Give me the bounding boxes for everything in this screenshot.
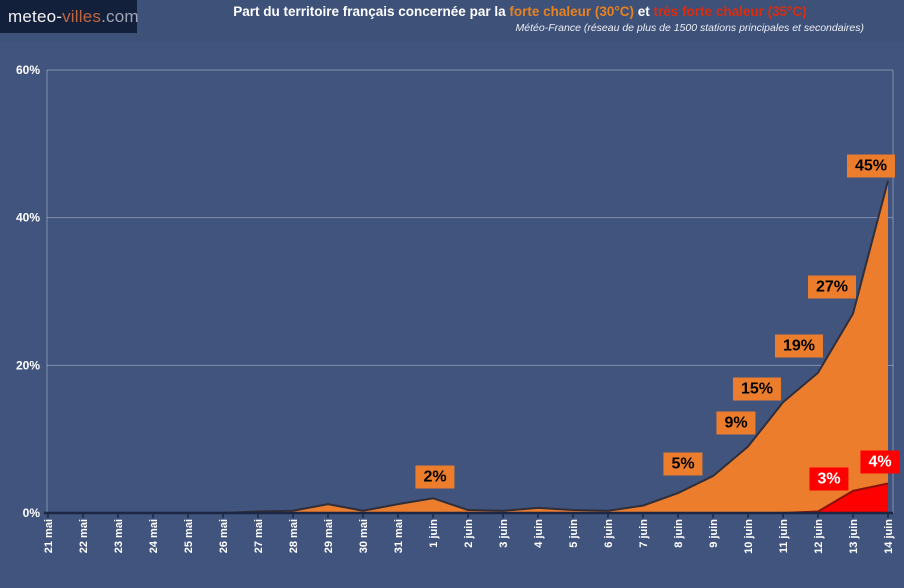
x-axis-label-11-juin: 11 juin — [778, 519, 790, 554]
x-axis-label-29-mai: 29 mai — [323, 519, 335, 553]
logo-text-meteo: meteo- — [8, 6, 63, 26]
data-label-13-juin-3pct: 3% — [809, 467, 849, 491]
x-axis-label-2-juin: 2 juin — [463, 519, 475, 548]
data-label-10-juin-9pct: 9% — [716, 411, 756, 435]
x-axis-label-10-juin: 10 juin — [743, 519, 755, 554]
title-forte-chaleur: forte chaleur (30°C) — [509, 4, 635, 19]
x-axis-label-4-juin: 4 juin — [533, 519, 545, 548]
y-axis-label-0%: 0% — [23, 506, 41, 520]
x-axis-label-8-juin: 8 juin — [673, 519, 685, 548]
x-axis-label-13-juin: 13 juin — [848, 519, 860, 554]
chart-title: Part du territoire français concernée pa… — [140, 4, 900, 19]
header-band — [0, 0, 904, 42]
title-tres-forte-chaleur: très forte chaleur (35°C) — [653, 4, 807, 19]
x-axis-label-25-mai: 25 mai — [183, 519, 195, 553]
logo: meteo-villes .com — [0, 0, 139, 33]
x-axis-label-22-mai: 22 mai — [78, 519, 90, 553]
x-axis-label-1-juin: 1 juin — [428, 519, 440, 548]
data-label-14-juin-4pct: 4% — [860, 450, 900, 474]
x-axis-label-21-mai: 21 mai — [43, 519, 55, 553]
y-axis-label-40%: 40% — [16, 211, 40, 225]
x-axis-label-26-mai: 26 mai — [218, 519, 230, 553]
area-series-0 — [48, 180, 888, 513]
title-et: et — [634, 4, 654, 19]
data-label-12-juin-19pct: 19% — [774, 334, 824, 358]
data-label-11-juin-15pct: 15% — [732, 377, 782, 401]
data-label-14-juin-45pct: 45% — [846, 154, 896, 178]
x-axis-label-6-juin: 6 juin — [603, 519, 615, 548]
data-label-1-juin-2pct: 2% — [415, 465, 455, 489]
data-label-13-juin-27pct: 27% — [807, 275, 857, 299]
y-axis-label-20%: 20% — [16, 358, 40, 372]
x-axis-label-9-juin: 9 juin — [708, 519, 720, 548]
x-axis-label-14-juin: 14 juin — [883, 519, 895, 554]
x-axis-label-12-juin: 12 juin — [813, 519, 825, 554]
data-label-9-juin-5pct: 5% — [663, 452, 703, 476]
x-axis-label-28-mai: 28 mai — [288, 519, 300, 553]
title-prefix: Part du territoire français concernée pa… — [233, 4, 510, 19]
y-axis-label-60%: 60% — [16, 63, 40, 77]
x-axis-label-24-mai: 24 mai — [148, 519, 160, 553]
x-axis-label-7-juin: 7 juin — [638, 519, 650, 548]
x-axis-label-27-mai: 27 mai — [253, 519, 265, 553]
logo-text-com: .com — [101, 6, 139, 26]
x-axis-label-23-mai: 23 mai — [113, 519, 125, 553]
logo-text-villes: villes — [62, 6, 102, 26]
x-axis-label-30-mai: 30 mai — [358, 519, 370, 553]
x-axis-label-5-juin: 5 juin — [568, 519, 580, 548]
x-axis-label-31-mai: 31 mai — [393, 519, 405, 553]
chart-subtitle: Météo-France (réseau de plus de 1500 sta… — [515, 22, 864, 34]
x-axis-label-3-juin: 3 juin — [498, 519, 510, 548]
